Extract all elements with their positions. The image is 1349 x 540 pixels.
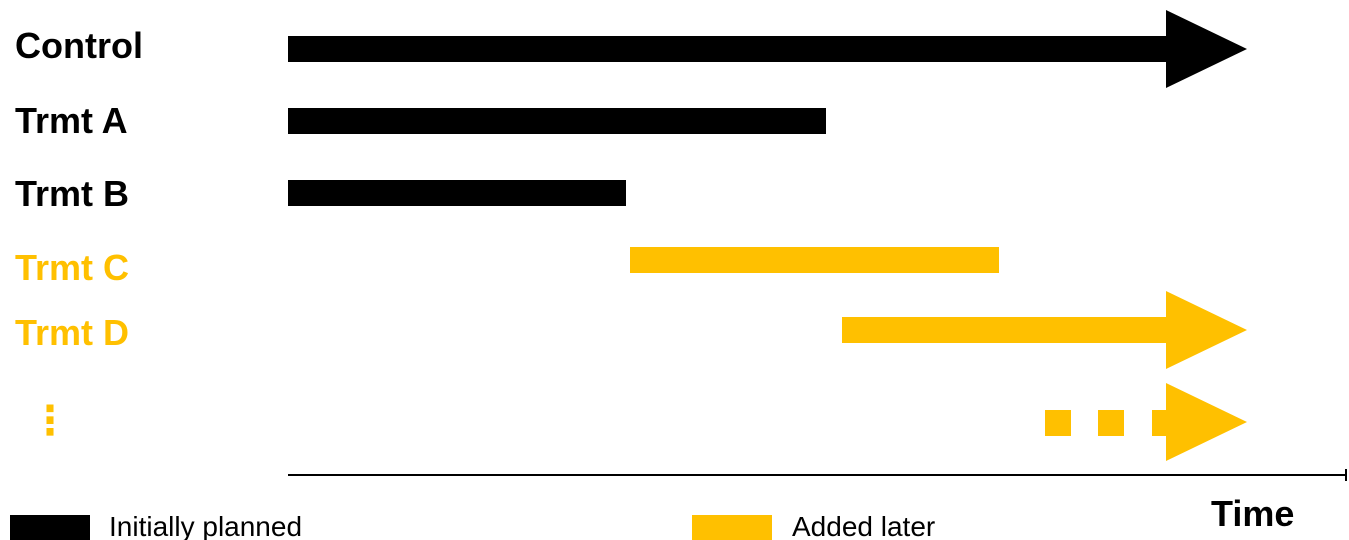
future-dash-1: [1045, 410, 1071, 436]
legend-swatch-initially-planned: [10, 515, 90, 540]
row-label-trmt-b: Trmt B: [15, 173, 129, 214]
control-arrow: [288, 10, 1247, 88]
row-label-ellipsis: ⋮: [30, 399, 70, 443]
legend-label-initially-planned: Initially planned: [109, 511, 302, 540]
legend: Initially planned Added later: [10, 511, 935, 540]
trmt-d-arrow: [842, 291, 1247, 369]
future-arrowhead: [1166, 383, 1247, 461]
time-axis-label: Time: [1211, 493, 1294, 534]
future-arms-arrow: [1045, 383, 1247, 461]
trmt-d-bar: [842, 317, 1168, 343]
trmt-b-bar: [288, 180, 626, 206]
legend-label-added-later: Added later: [792, 511, 935, 540]
trmt-c-bar: [630, 247, 999, 273]
control-bar: [288, 36, 1168, 62]
row-label-trmt-c: Trmt C: [15, 247, 129, 288]
row-label-control: Control: [15, 25, 143, 66]
future-dash-3: [1152, 410, 1168, 436]
control-arrowhead: [1166, 10, 1247, 88]
row-label-trmt-a: Trmt A: [15, 100, 128, 141]
legend-swatch-added-later: [692, 515, 772, 540]
trmt-a-bar: [288, 108, 826, 134]
future-dash-2: [1098, 410, 1124, 436]
row-label-trmt-d: Trmt D: [15, 312, 129, 353]
trmt-d-arrowhead: [1166, 291, 1247, 369]
